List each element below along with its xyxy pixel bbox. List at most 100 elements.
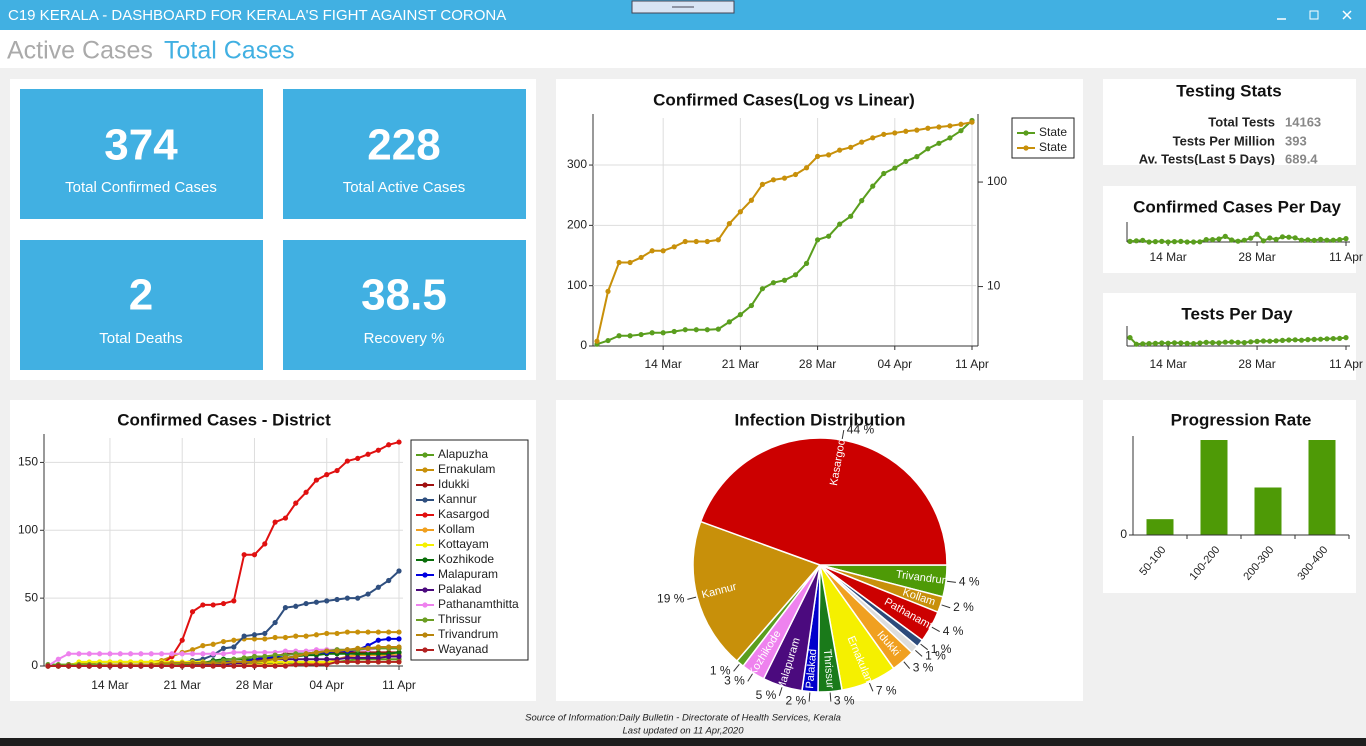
- data-point: [1197, 239, 1203, 245]
- tab[interactable]: Active Cases: [7, 37, 153, 65]
- data-point: [1279, 234, 1286, 240]
- data-point: [200, 643, 206, 649]
- data-point: [272, 652, 278, 658]
- value-label: 3 %: [913, 661, 934, 675]
- data-point: [660, 248, 666, 254]
- tab-active[interactable]: Total Cases: [164, 37, 295, 65]
- data-point: [324, 472, 330, 478]
- kpi-tile: [20, 240, 263, 370]
- data-point: [200, 651, 206, 657]
- data-point: [386, 659, 392, 665]
- close-button[interactable]: [1342, 10, 1352, 20]
- data-point: [355, 455, 361, 461]
- data-point: [303, 651, 309, 657]
- kpi-tile: [20, 89, 263, 219]
- data-point: [303, 656, 309, 662]
- data-point: [241, 633, 247, 639]
- data-point: [1222, 233, 1228, 239]
- restore-button[interactable]: [1309, 10, 1319, 20]
- leader-line: [920, 643, 928, 651]
- leader-line: [915, 649, 923, 657]
- leader-line: [941, 604, 951, 609]
- data-point: [210, 641, 216, 647]
- data-point: [189, 609, 196, 615]
- data-point: [220, 600, 227, 607]
- data-point: [179, 637, 185, 643]
- x-tick-label: 11 Apr: [1329, 250, 1363, 264]
- leader-line: [829, 692, 832, 702]
- data-point: [169, 663, 175, 669]
- data-point: [770, 177, 777, 183]
- data-point: [726, 221, 732, 227]
- data-point: [759, 181, 766, 187]
- value-label: 1 %: [931, 642, 952, 656]
- data-point: [355, 651, 361, 657]
- data-point: [241, 663, 247, 669]
- data-point: [138, 651, 144, 657]
- leader-line: [931, 626, 940, 633]
- data-point: [262, 636, 268, 642]
- chart-title: Progression Rate: [1171, 410, 1312, 429]
- data-point: [365, 629, 371, 635]
- kpi-label: Recovery %: [364, 330, 445, 347]
- bar: [1308, 440, 1336, 535]
- data-point: [231, 644, 237, 650]
- data-point: [262, 630, 268, 637]
- data-point: [365, 645, 371, 651]
- data-point: [107, 663, 113, 669]
- data-point: [313, 649, 320, 656]
- legend-label: State: [1039, 140, 1067, 154]
- tab-strip: [0, 30, 1366, 68]
- data-point: [231, 663, 237, 669]
- data-point: [386, 653, 392, 660]
- data-point: [313, 656, 320, 662]
- data-point: [396, 644, 402, 650]
- app-title: C19 KERALA - DASHBOARD FOR KERALA'S FIGH…: [8, 7, 506, 24]
- data-point: [303, 600, 309, 607]
- data-point: [759, 286, 766, 292]
- data-point: [1286, 234, 1292, 240]
- data-point: [251, 653, 258, 660]
- y-tick-label: 150: [18, 455, 38, 469]
- value-label: 3 %: [724, 674, 745, 688]
- legend-label: Pathanamthitta: [438, 597, 519, 611]
- leader-line: [868, 682, 874, 692]
- data-point: [282, 648, 289, 654]
- data-point: [903, 128, 909, 134]
- data-point: [375, 584, 381, 590]
- data-point: [1197, 340, 1203, 346]
- legend-swatch: [422, 602, 428, 608]
- data-point: [594, 338, 600, 344]
- panel: [1103, 79, 1356, 165]
- data-point: [55, 663, 61, 669]
- data-point: [396, 659, 402, 665]
- stat-label: Total Tests: [1208, 114, 1275, 129]
- data-point: [1165, 340, 1171, 346]
- slice-label: Palakad: [804, 649, 819, 690]
- data-point: [241, 655, 247, 661]
- data-point: [375, 637, 381, 643]
- legend-swatch: [422, 512, 428, 518]
- panel-title: Testing Stats: [1176, 81, 1281, 100]
- x-tick-label: 14 Mar: [91, 678, 128, 692]
- chart-title: Confirmed Cases - District: [117, 410, 331, 429]
- data-point: [375, 659, 381, 665]
- data-point: [892, 165, 898, 171]
- data-point: [870, 135, 876, 141]
- value-label: 4 %: [943, 624, 964, 638]
- data-point: [792, 272, 799, 278]
- kpi-value: 374: [104, 121, 178, 170]
- data-point: [282, 655, 289, 661]
- data-point: [386, 442, 392, 448]
- y-tick-label: 50: [25, 590, 39, 604]
- value-label: 19 %: [657, 592, 685, 606]
- legend-swatch: [422, 452, 428, 458]
- data-point: [1260, 338, 1267, 344]
- data-point: [1203, 237, 1209, 243]
- legend-label: Kollam: [438, 522, 475, 536]
- data-point: [1133, 238, 1139, 244]
- data-point: [396, 636, 402, 642]
- data-point: [282, 515, 289, 521]
- legend-swatch: [422, 467, 428, 473]
- data-point: [1159, 340, 1165, 346]
